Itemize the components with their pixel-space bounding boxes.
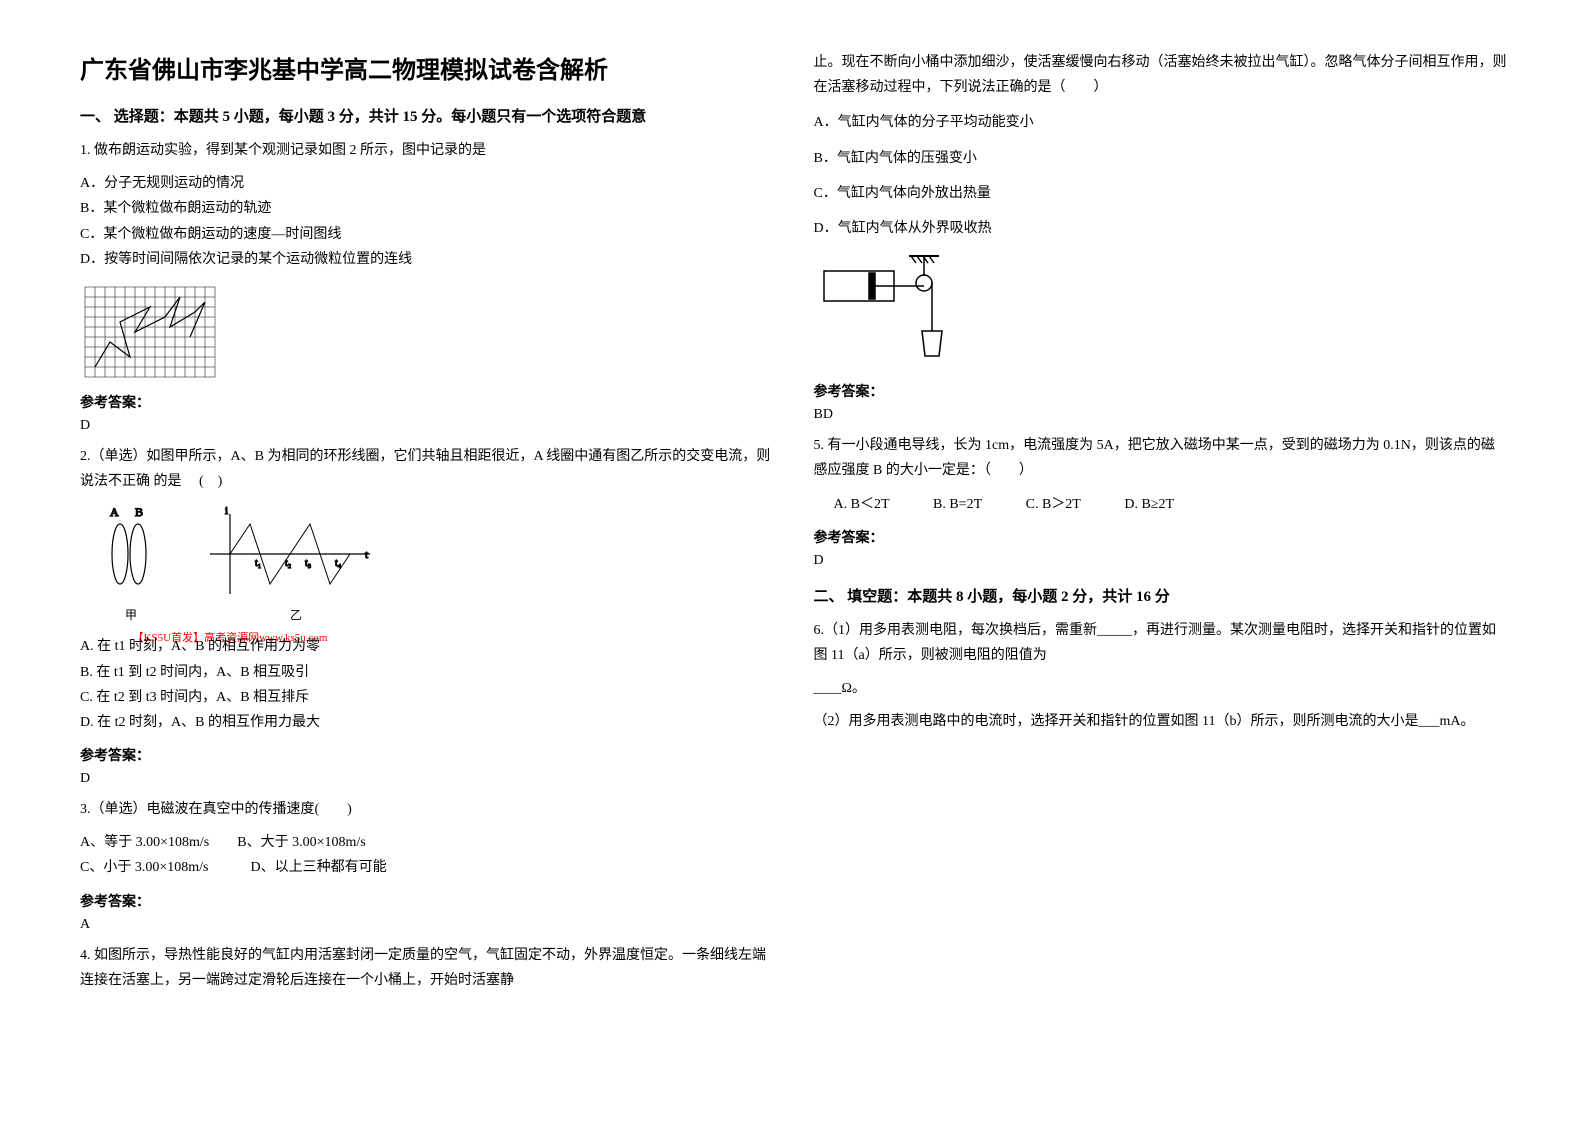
q3-options-cd: C、小于 3.00×108m/s D、以上三种都有可能 xyxy=(80,855,774,880)
q2-answer-label: 参考答案： xyxy=(80,745,774,765)
q3-option-c: C、小于 3.00×108m/s xyxy=(80,860,208,875)
q5-option-d: D. B≥2T xyxy=(1124,497,1174,512)
q3-answer: A xyxy=(80,917,774,933)
q2-option-b: B. 在 t1 到 t2 时间内，A、B 相互吸引 xyxy=(80,660,774,685)
q2-answer: D xyxy=(80,771,774,787)
q1-stem: 1. 做布朗运动实验，得到某个观测记录如图 2 所示，图中记录的是 xyxy=(80,138,774,163)
q3-options-ab: A、等于 3.00×108m/s B、大于 3.00×108m/s xyxy=(80,830,774,855)
q4-stem-part1: 4. 如图所示，导热性能良好的气缸内用活塞封闭一定质量的空气，气缸固定不动，外界… xyxy=(80,943,774,993)
section2-heading: 二、 填空题：本题共 8 小题，每小题 2 分，共计 16 分 xyxy=(814,585,1508,606)
q5-answer-label: 参考答案： xyxy=(814,527,1508,547)
q1-answer-label: 参考答案： xyxy=(80,392,774,412)
q4-answer-label: 参考答案： xyxy=(814,381,1508,401)
svg-text:t₄: t₄ xyxy=(335,558,342,569)
q2-option-c: C. 在 t2 到 t3 时间内，A、B 相互排斥 xyxy=(80,685,774,710)
svg-text:i: i xyxy=(225,505,228,517)
q4-option-a: A．气缸内气体的分子平均动能变小 xyxy=(814,110,1508,135)
svg-text:乙: 乙 xyxy=(290,608,302,622)
q6-stem2: （2）用多用表测电路中的电流时，选择开关和指针的位置如图 11（b）所示，则所测… xyxy=(814,709,1508,734)
q1-option-a: A．分子无规则运动的情况 xyxy=(80,171,774,196)
q3-option-a: A、等于 3.00×108m/s xyxy=(80,835,209,850)
q3-stem: 3.（单选）电磁波在真空中的传播速度( ) xyxy=(80,797,774,822)
brownian-motion-figure xyxy=(80,282,220,382)
left-column: 广东省佛山市李兆基中学高二物理模拟试卷含解析 一、 选择题：本题共 5 小题，每… xyxy=(60,50,794,1072)
q6-blank1: ____Ω。 xyxy=(814,676,1508,701)
q4-option-c: C．气缸内气体向外放出热量 xyxy=(814,181,1508,206)
q3-option-d: D、以上三种都有可能 xyxy=(250,860,386,875)
q5-option-a: A. B＜2T xyxy=(834,497,890,512)
q1-option-d: D．按等时间间隔依次记录的某个运动微粒位置的连线 xyxy=(80,247,774,272)
section1-heading: 一、 选择题：本题共 5 小题，每小题 3 分，共计 15 分。每小题只有一个选… xyxy=(80,105,774,126)
q2-stem: 2.（单选）如图甲所示，A、B 为相同的环形线圈，它们共轴且相距很近，A 线圈中… xyxy=(80,444,774,494)
cylinder-pulley-figure xyxy=(814,251,974,371)
q4-stem-part2: 止。现在不断向小桶中添加细沙，使活塞缓慢向右移动（活塞始终未被拉出气缸）。忽略气… xyxy=(814,50,1508,100)
q5-answer: D xyxy=(814,553,1508,569)
q2-figure: A B i t t₁ t₂ t₃ t₄ 甲 乙 【KS5U首发】高考资源网www… xyxy=(80,504,380,624)
svg-text:甲: 甲 xyxy=(125,608,137,622)
svg-text:t: t xyxy=(365,549,368,561)
svg-text:A: A xyxy=(110,505,119,519)
q2-option-d: D. 在 t2 时刻，A、B 的相互作用力最大 xyxy=(80,710,774,735)
svg-text:t₂: t₂ xyxy=(285,558,291,569)
svg-text:t₃: t₃ xyxy=(305,558,311,569)
svg-text:t₁: t₁ xyxy=(255,558,261,569)
q4-option-b: B．气缸内气体的压强变小 xyxy=(814,146,1508,171)
q1-answer: D xyxy=(80,418,774,434)
q3-option-b: B、大于 3.00×108m/s xyxy=(237,835,365,850)
q4-option-d: D．气缸内气体从外界吸收热 xyxy=(814,216,1508,241)
q3-answer-label: 参考答案： xyxy=(80,891,774,911)
document-title: 广东省佛山市李兆基中学高二物理模拟试卷含解析 xyxy=(80,50,774,85)
right-column: 止。现在不断向小桶中添加细沙，使活塞缓慢向右移动（活塞始终未被拉出气缸）。忽略气… xyxy=(794,50,1528,1072)
q5-options: A. B＜2T B. B=2T C. B＞2T D. B≥2T xyxy=(814,492,1508,517)
q1-option-c: C．某个微粒做布朗运动的速度—时间图线 xyxy=(80,222,774,247)
coil-current-figure: A B i t t₁ t₂ t₃ t₄ 甲 乙 xyxy=(80,504,380,624)
q5-option-b: B. B=2T xyxy=(933,497,982,512)
svg-text:B: B xyxy=(135,505,143,519)
q2-option-a: A. 在 t1 时刻，A、B 的相互作用力为零 xyxy=(80,634,774,659)
q5-option-c: C. B＞2T xyxy=(1026,497,1081,512)
q5-stem: 5. 有一小段通电导线，长为 1cm，电流强度为 5A，把它放入磁场中某一点，受… xyxy=(814,433,1508,483)
q6-stem1: 6.（1）用多用表测电阻，每次换档后，需重新_____，再进行测量。某次测量电阻… xyxy=(814,618,1508,668)
q4-answer: BD xyxy=(814,407,1508,423)
q1-figure xyxy=(80,282,220,382)
q4-figure xyxy=(814,251,974,371)
q1-option-b: B．某个微粒做布朗运动的轨迹 xyxy=(80,196,774,221)
